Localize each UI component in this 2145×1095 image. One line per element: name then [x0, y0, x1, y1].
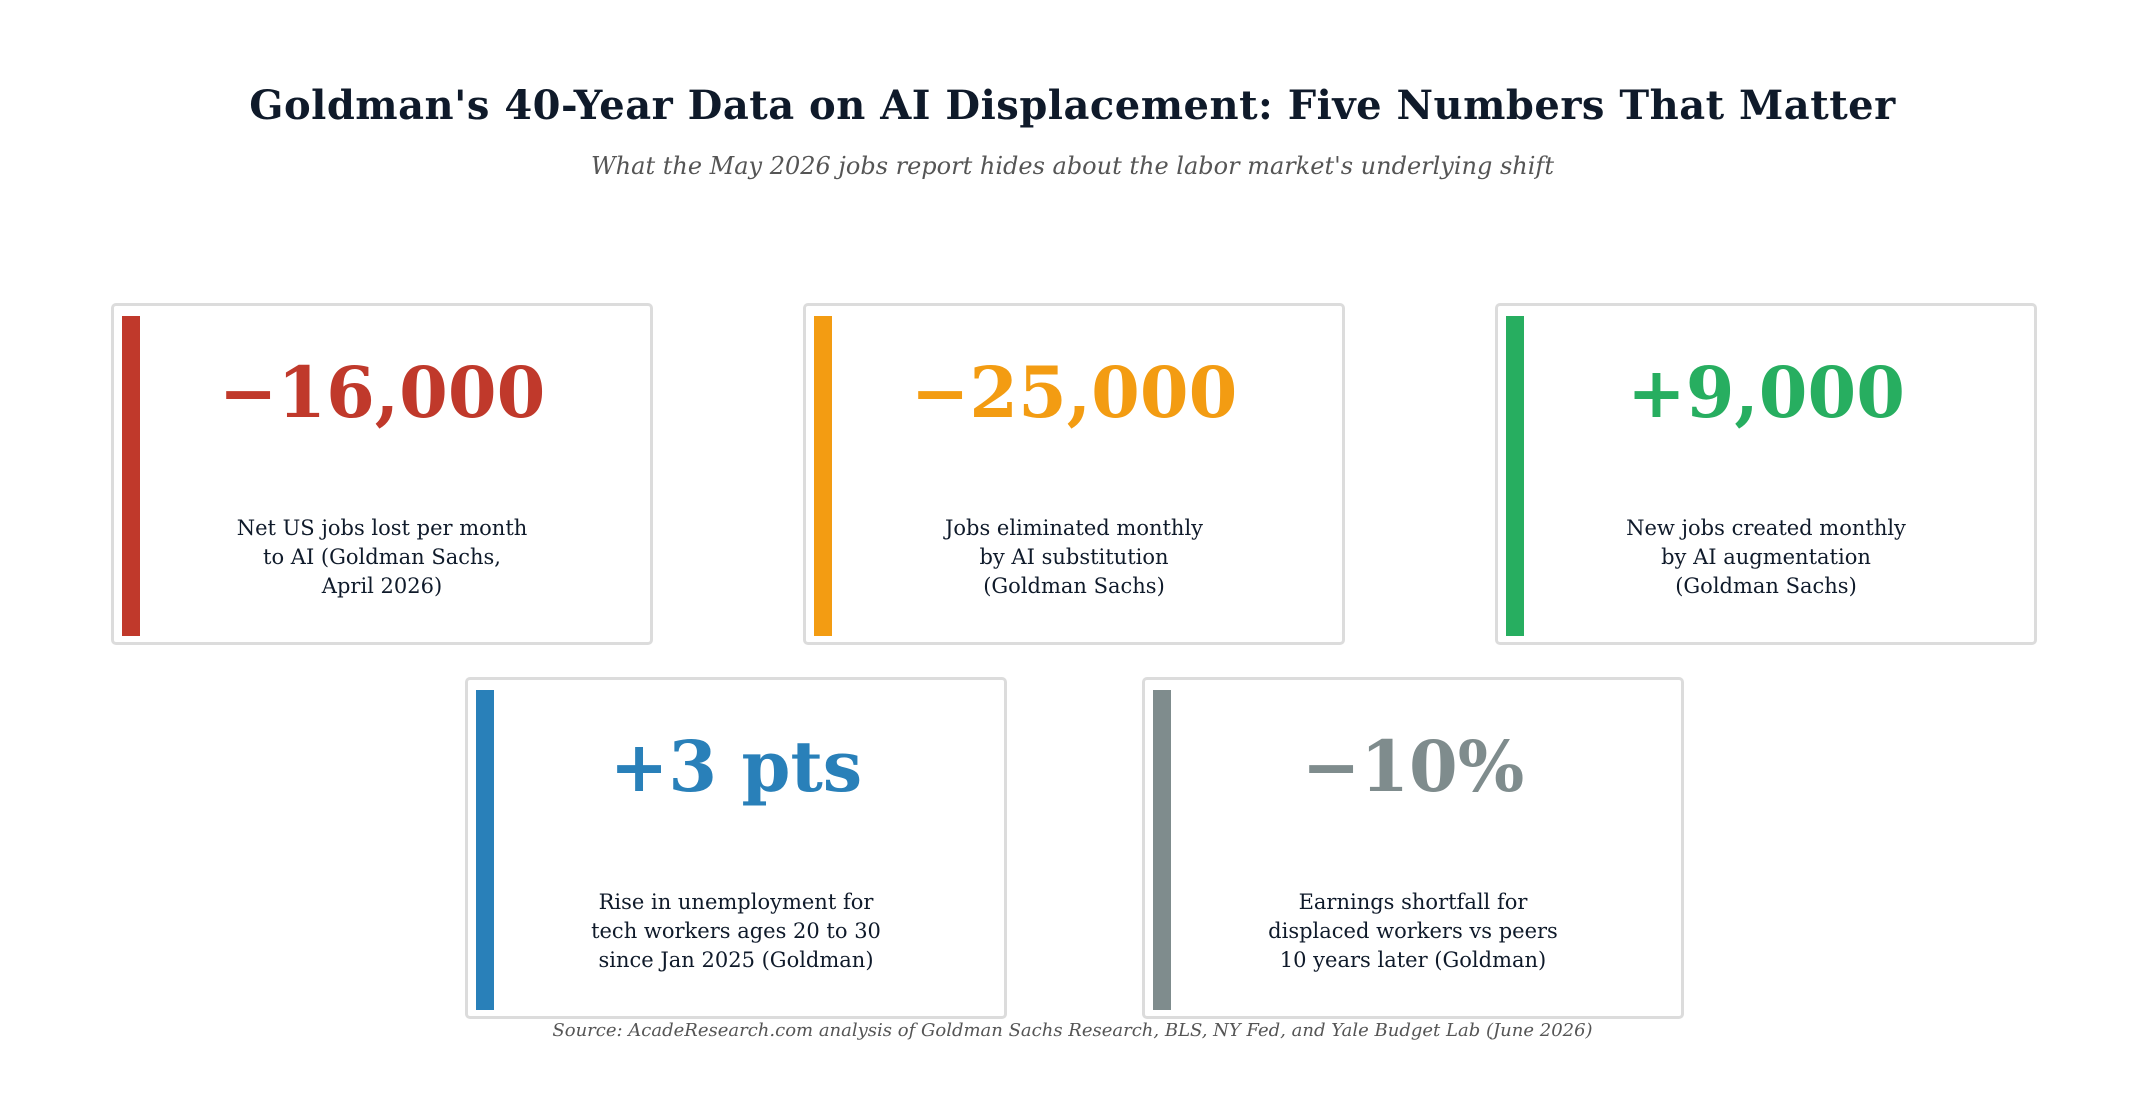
page-subtitle: What the May 2026 jobs report hides abou…: [591, 152, 1554, 180]
accent-bar: [1153, 690, 1171, 1010]
stat-card-unemployment-rise: +3 pts Rise in unemployment for tech wor…: [465, 677, 1007, 1019]
stat-card-earnings-shortfall: −10% Earnings shortfall for displaced wo…: [1142, 677, 1684, 1019]
stat-value: +3 pts: [609, 725, 863, 808]
stat-description: New jobs created monthly by AI augmentat…: [1626, 516, 1906, 598]
stat-description: Net US jobs lost per month to AI (Goldma…: [236, 516, 528, 598]
stat-value: −25,000: [910, 351, 1238, 434]
accent-bar: [1506, 316, 1524, 636]
accent-bar: [814, 316, 832, 636]
stat-value: −16,000: [218, 351, 546, 434]
accent-bar: [122, 316, 140, 636]
stat-value: +9,000: [1627, 351, 1905, 434]
stat-value: −10%: [1301, 725, 1525, 808]
stat-card-net-jobs-lost: −16,000 Net US jobs lost per month to AI…: [111, 303, 653, 645]
stat-card-jobs-eliminated: −25,000 Jobs eliminated monthly by AI su…: [803, 303, 1345, 645]
stat-description: Rise in unemployment for tech workers ag…: [591, 890, 881, 972]
stat-card-jobs-created: +9,000 New jobs created monthly by AI au…: [1495, 303, 2037, 645]
page-title: Goldman's 40-Year Data on AI Displacemen…: [249, 82, 1896, 129]
source-note: Source: AcadeResearch.com analysis of Go…: [552, 1020, 1593, 1041]
accent-bar: [476, 690, 494, 1010]
stat-description: Earnings shortfall for displaced workers…: [1268, 890, 1558, 972]
stat-description: Jobs eliminated monthly by AI substituti…: [944, 516, 1204, 598]
